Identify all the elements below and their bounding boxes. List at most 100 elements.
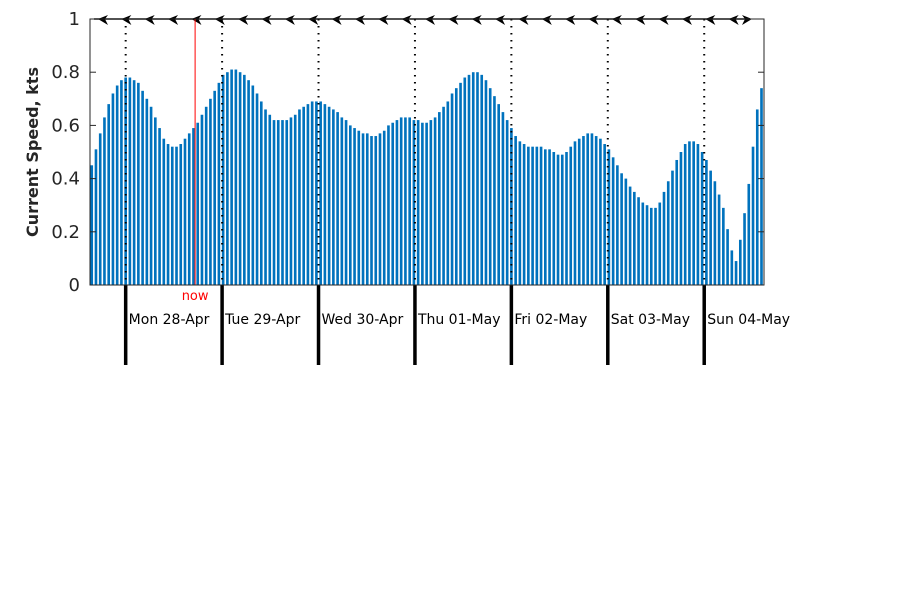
speed-bar [175,146,178,285]
direction-arrow-icon [658,15,669,25]
speed-bar [272,120,276,285]
speed-bar [111,93,115,285]
direction-arrow-icon [565,15,576,25]
speed-bar [319,101,322,286]
speed-bar [505,120,509,285]
speed-bar [327,106,331,285]
speed-bar [760,88,763,285]
speed-bar [374,136,378,285]
direction-arrow-icon [742,15,752,25]
speed-bar [590,133,594,285]
direction-arrow-icon [261,15,272,25]
speed-bar [480,74,484,285]
speed-bar [527,146,530,285]
speed-bar [90,165,94,285]
speed-bar [213,90,216,285]
direction-arrow-icon [425,15,435,25]
speed-bar [408,117,411,285]
speed-bar [310,101,314,286]
speed-bar [391,122,395,286]
speed-bar [149,106,153,285]
speed-bar [259,101,263,286]
direction-arrow-icon [471,15,482,25]
speed-bar [412,120,416,285]
speed-bar [145,98,149,285]
speed-bar [103,117,106,285]
direction-arrow-icon [238,15,249,25]
speed-bar [552,152,556,285]
speed-bar [289,117,293,285]
speed-bar [107,104,111,286]
direction-arrow-icon [284,15,295,25]
y-axis-label: Current Speed, kts [23,67,42,237]
speed-bar [649,207,653,285]
day-label: Thu 01-May [417,312,501,328]
y-axis: 0 0.2 0.4 0.6 0.8 1 [51,9,764,296]
speed-bar [226,72,229,285]
speed-bar [158,128,161,285]
speed-bar [747,183,751,285]
speed-bar [671,170,674,285]
speed-bar [162,138,166,285]
direction-arrow-icon [681,15,692,25]
speed-bar [510,128,513,285]
speed-bar [94,149,98,285]
y-tick-label: 0 [69,275,80,296]
speed-bar [726,229,729,285]
y-tick-label: 0.6 [51,115,80,136]
day-label: Sat 03-May [611,312,690,328]
speed-bar [170,146,174,285]
y-tick-label: 0.2 [51,222,80,243]
y-tick-label: 0.8 [51,62,80,83]
speed-bar [429,120,433,285]
speed-bar [323,104,327,286]
day-label: Wed 30-Apr [322,312,404,328]
speed-bar [531,146,534,285]
speed-bar [421,122,424,286]
speed-bar [217,82,221,285]
speed-bar [209,98,212,285]
speed-bar [692,141,695,285]
direction-arrow-icon [308,15,319,25]
speed-bar [743,213,746,285]
direction-arrow-icon [331,15,342,25]
speed-bar [620,173,623,285]
speed-bar [344,120,348,285]
speed-bar [569,146,573,285]
direction-arrow-icon [448,15,459,25]
speed-bar [438,112,441,285]
speed-bar [349,125,352,286]
speed-bar [137,82,140,285]
direction-arrow-icon [354,15,365,25]
speed-bar [306,104,310,286]
speed-bar [586,133,590,285]
speed-bar [98,133,102,285]
day-label: Fri 02-May [514,312,587,328]
speed-bar [738,239,742,285]
speed-bar [666,181,670,285]
speed-bar [493,96,496,285]
speed-bar [544,149,547,285]
speed-bar [298,109,301,285]
speed-bar [357,130,361,285]
direction-arrow-icon [635,15,646,25]
speed-bar [399,117,403,285]
speed-bar [251,85,255,285]
speed-bar [179,144,183,285]
speed-bar [484,80,488,286]
speed-bar [688,141,691,285]
day-label: Sun 04-May [707,312,790,328]
direction-arrow-icon [541,15,552,25]
speed-bar [264,109,267,285]
speed-bar [700,152,704,285]
speed-bar [247,80,250,286]
speed-bar [565,152,568,285]
speed-bar [128,77,132,286]
speed-bar [628,186,632,285]
speed-bar [450,93,454,285]
speed-bar [446,101,450,286]
speed-bar [442,106,445,285]
speed-bar [751,146,755,285]
direction-arrow-icon [518,15,529,25]
